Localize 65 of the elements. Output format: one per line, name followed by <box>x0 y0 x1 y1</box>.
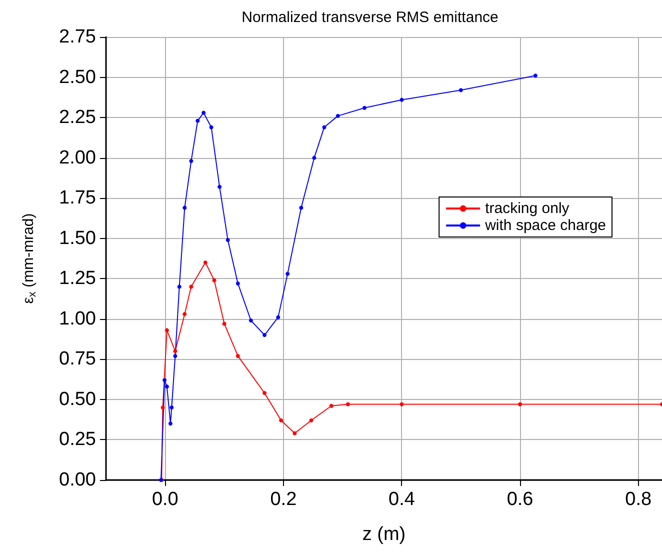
x-tick-label: 0.2 <box>270 489 297 510</box>
y-tick-label: 0.50 <box>59 388 96 410</box>
point <box>196 118 200 123</box>
y-tick-label: 2.25 <box>59 107 96 128</box>
legend-label: tracking only <box>485 200 570 217</box>
point <box>209 125 214 130</box>
y-tick-label: 1.00 <box>59 308 96 330</box>
point <box>262 391 267 396</box>
point <box>164 384 169 389</box>
x-tick-label: 0.4 <box>388 489 416 510</box>
point <box>299 206 304 210</box>
y-tick-label: 1.75 <box>59 188 96 209</box>
point <box>292 431 297 436</box>
y-tick-label: 0.75 <box>59 348 96 370</box>
x-tick-label: 0.8 <box>625 489 652 510</box>
point <box>182 312 187 316</box>
point <box>322 125 326 130</box>
point <box>533 74 538 78</box>
point <box>400 402 404 406</box>
point <box>177 284 182 289</box>
point <box>346 402 350 406</box>
y-tick-label: 2.00 <box>59 147 96 168</box>
point <box>168 422 172 426</box>
legend-label: with space charge <box>484 217 606 234</box>
chart-title: Normalized transverse RMS emittance <box>242 9 498 26</box>
point <box>329 404 334 408</box>
point <box>170 406 174 410</box>
point <box>236 354 240 358</box>
point <box>182 206 187 210</box>
x-tick-label: 0.6 <box>506 489 534 510</box>
point <box>312 156 316 160</box>
y-axis-title: εx (mm-mrad) <box>20 213 38 304</box>
point <box>236 281 240 286</box>
point <box>218 184 222 189</box>
point <box>276 315 280 320</box>
point <box>336 114 340 118</box>
point <box>164 328 169 332</box>
point <box>189 159 194 164</box>
point <box>248 318 253 323</box>
point <box>222 322 226 326</box>
y-tick-label: 0.25 <box>59 429 96 450</box>
y-tick-label: 1.25 <box>59 268 96 290</box>
point <box>173 354 178 358</box>
point <box>173 349 178 354</box>
point <box>189 284 194 289</box>
point <box>458 88 463 92</box>
point <box>262 333 267 338</box>
point <box>286 272 290 276</box>
point <box>362 106 366 110</box>
point <box>309 418 314 422</box>
point <box>202 110 206 115</box>
point <box>226 238 230 242</box>
point <box>162 378 167 382</box>
y-tick-label: 2.75 <box>59 26 96 48</box>
y-tick-label: 0.00 <box>59 470 96 490</box>
point <box>160 406 165 410</box>
point <box>279 418 284 422</box>
point <box>518 402 522 406</box>
point <box>212 278 216 282</box>
x-axis-title: z (m) <box>362 524 406 545</box>
x-tick-label: 0.0 <box>152 489 178 510</box>
point <box>400 98 404 102</box>
y-tick-label: 1.50 <box>59 228 96 249</box>
point <box>203 260 208 265</box>
y-tick-label: 2.50 <box>59 66 96 88</box>
